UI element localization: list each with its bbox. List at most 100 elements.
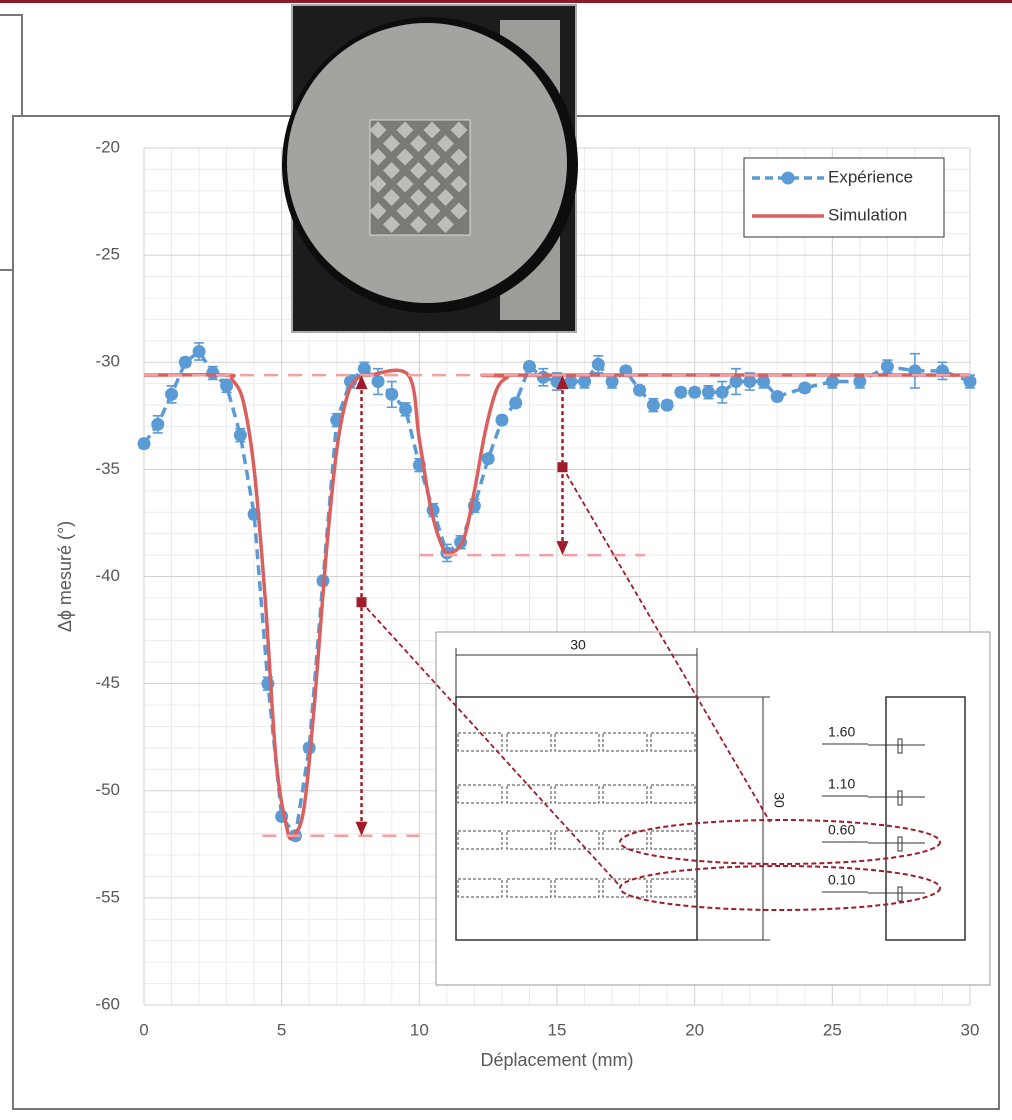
texture-cell (396, 202, 414, 220)
texture-cell (437, 135, 454, 152)
cell (650, 878, 696, 898)
depth-mark (868, 836, 925, 852)
legend-marker (781, 171, 795, 185)
marker (137, 437, 151, 451)
arrow-head (556, 541, 569, 556)
marker (536, 370, 550, 384)
depth-label: 0.60 (828, 822, 855, 838)
x-tick-label: 0 (139, 1020, 148, 1039)
texture-cell (423, 175, 441, 193)
marker (233, 428, 247, 442)
texture-cell (396, 148, 414, 166)
link (561, 466, 771, 823)
arrow-head (556, 375, 569, 390)
marker (853, 375, 867, 389)
marker (880, 360, 894, 374)
cell (554, 878, 600, 898)
texture-cell (383, 135, 400, 152)
texture-cell (383, 189, 400, 206)
texture-cell (410, 162, 427, 179)
x-tick-label: 15 (548, 1020, 567, 1039)
sample-outline (455, 696, 698, 941)
x-tick-label: 10 (410, 1020, 429, 1039)
marker (660, 398, 674, 412)
y-axis-label: Δϕ mesuré (°) (55, 521, 75, 632)
height-label: 30 (771, 792, 787, 808)
marker (564, 375, 578, 389)
cell (506, 732, 552, 752)
texture-cell (450, 175, 468, 193)
texture-cell (437, 189, 454, 206)
y-tick-label: -45 (95, 673, 120, 692)
marker (371, 375, 385, 389)
texture-cell (437, 216, 454, 233)
marker (220, 379, 234, 393)
marker (646, 398, 660, 412)
marker (688, 385, 702, 399)
marker (963, 375, 977, 389)
arrow-head (355, 821, 368, 836)
depth-label: 1.10 (828, 776, 855, 792)
texture-cell (410, 135, 427, 152)
marker (591, 357, 605, 371)
cell (457, 784, 503, 804)
x-tick-label: 30 (961, 1020, 980, 1039)
marker (151, 417, 165, 431)
marker (633, 383, 647, 397)
marker (178, 355, 192, 369)
marker (605, 375, 619, 389)
marker (729, 375, 743, 389)
cell (506, 784, 552, 804)
depth-label: 0.10 (828, 872, 855, 888)
side-view (885, 696, 966, 941)
marker (743, 375, 757, 389)
marker (165, 387, 179, 401)
cells (457, 732, 696, 898)
cell (457, 878, 503, 898)
x-tick-label: 20 (685, 1020, 704, 1039)
cell (506, 830, 552, 850)
x-tick-label: 25 (823, 1020, 842, 1039)
cell (506, 878, 552, 898)
marker (522, 360, 536, 374)
cell (602, 878, 648, 898)
texture-cell (423, 148, 441, 166)
y-tick-label: -25 (95, 245, 120, 264)
cell (602, 784, 648, 804)
depth-mark (868, 738, 925, 754)
cell (650, 784, 696, 804)
marker (206, 366, 220, 380)
marker (481, 452, 495, 466)
inset-frame (435, 631, 991, 986)
texture-cell (369, 202, 387, 220)
highlight (619, 819, 941, 865)
cell (650, 732, 696, 752)
marker (715, 385, 729, 399)
texture-cell (410, 189, 427, 206)
marker (385, 387, 399, 401)
y-tick-label: -55 (95, 887, 120, 906)
marker (770, 390, 784, 404)
marker (674, 385, 688, 399)
texture-cell (423, 121, 441, 139)
marker (192, 345, 206, 359)
arrow-head (355, 375, 368, 390)
texture-cell (383, 162, 400, 179)
width-label: 30 (570, 637, 586, 653)
cell (554, 732, 600, 752)
texture-cell (369, 175, 387, 193)
cell (602, 830, 648, 850)
marker (399, 402, 413, 416)
depth-mark (868, 790, 925, 806)
cell (554, 830, 600, 850)
marker (509, 396, 523, 410)
texture-cell (437, 162, 454, 179)
y-tick-label: -35 (95, 459, 120, 478)
legend-label: Simulation (828, 205, 907, 224)
texture-cell (369, 148, 387, 166)
marker (757, 375, 770, 389)
x-axis-label: Déplacement (mm) (480, 1050, 633, 1070)
texture-cell (396, 121, 414, 139)
